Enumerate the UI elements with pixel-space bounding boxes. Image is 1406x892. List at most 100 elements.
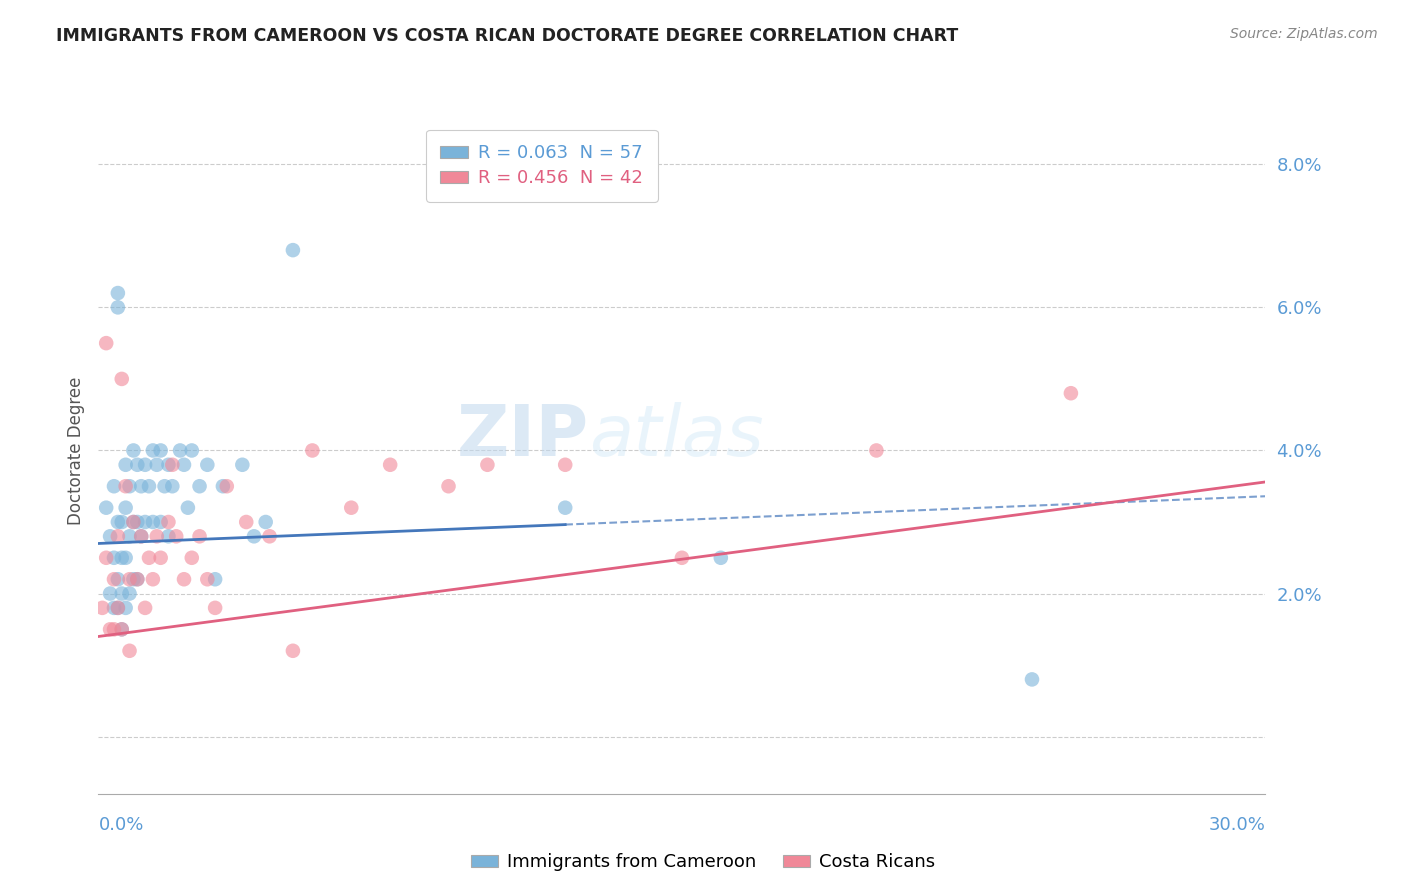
Text: 0.0%: 0.0% xyxy=(98,816,143,834)
Point xyxy=(301,443,323,458)
Point xyxy=(98,623,121,637)
Point xyxy=(111,372,134,386)
Point xyxy=(96,336,118,351)
Text: 30.0%: 30.0% xyxy=(1209,816,1265,834)
Point xyxy=(437,479,460,493)
Point xyxy=(107,529,129,543)
Point xyxy=(114,458,136,472)
Point xyxy=(142,572,165,586)
Point xyxy=(122,515,145,529)
Point xyxy=(243,529,266,543)
Text: Source: ZipAtlas.com: Source: ZipAtlas.com xyxy=(1230,27,1378,41)
Point xyxy=(107,572,129,586)
Point xyxy=(710,550,733,565)
Point xyxy=(142,443,165,458)
Point xyxy=(235,515,257,529)
Point xyxy=(127,572,149,586)
Point xyxy=(146,529,169,543)
Point xyxy=(122,572,145,586)
Point xyxy=(122,443,145,458)
Point xyxy=(180,550,202,565)
Point xyxy=(114,600,136,615)
Point xyxy=(340,500,363,515)
Point xyxy=(157,515,180,529)
Point xyxy=(231,458,253,472)
Point xyxy=(118,586,141,600)
Point xyxy=(281,644,304,658)
Point xyxy=(103,572,125,586)
Point xyxy=(554,500,576,515)
Point xyxy=(173,572,195,586)
Point xyxy=(98,586,121,600)
Point xyxy=(103,550,125,565)
Point xyxy=(91,600,114,615)
Point xyxy=(122,515,145,529)
Point xyxy=(254,515,277,529)
Point xyxy=(477,458,499,472)
Point xyxy=(378,458,402,472)
Text: atlas: atlas xyxy=(589,402,763,471)
Point xyxy=(149,443,172,458)
Point xyxy=(111,623,134,637)
Point xyxy=(195,458,218,472)
Point xyxy=(204,572,226,586)
Point xyxy=(107,301,129,315)
Point xyxy=(129,529,152,543)
Point xyxy=(173,458,195,472)
Point xyxy=(180,443,202,458)
Point xyxy=(138,479,160,493)
Point xyxy=(111,550,134,565)
Point xyxy=(114,479,136,493)
Point xyxy=(107,600,129,615)
Point xyxy=(865,443,887,458)
Point xyxy=(129,529,152,543)
Point xyxy=(111,623,134,637)
Point xyxy=(142,515,165,529)
Point xyxy=(671,550,693,565)
Point xyxy=(149,515,172,529)
Point xyxy=(259,529,281,543)
Text: IMMIGRANTS FROM CAMEROON VS COSTA RICAN DOCTORATE DEGREE CORRELATION CHART: IMMIGRANTS FROM CAMEROON VS COSTA RICAN … xyxy=(56,27,959,45)
Point xyxy=(114,550,136,565)
Point xyxy=(134,458,156,472)
Point xyxy=(212,479,235,493)
Point xyxy=(162,458,184,472)
Point xyxy=(107,515,129,529)
Point xyxy=(188,529,211,543)
Point xyxy=(149,550,172,565)
Legend: R = 0.063  N = 57, R = 0.456  N = 42: R = 0.063 N = 57, R = 0.456 N = 42 xyxy=(426,130,658,202)
Point xyxy=(188,479,211,493)
Point xyxy=(169,443,191,458)
Point xyxy=(204,600,226,615)
Point xyxy=(215,479,238,493)
Legend: Immigrants from Cameroon, Costa Ricans: Immigrants from Cameroon, Costa Ricans xyxy=(464,847,942,879)
Point xyxy=(98,529,121,543)
Point xyxy=(103,623,125,637)
Point xyxy=(281,243,304,257)
Point xyxy=(103,600,125,615)
Point xyxy=(107,286,129,301)
Point xyxy=(118,572,141,586)
Point xyxy=(195,572,218,586)
Point xyxy=(96,500,118,515)
Point xyxy=(129,479,152,493)
Point xyxy=(107,600,129,615)
Point xyxy=(118,479,141,493)
Point xyxy=(103,479,125,493)
Point xyxy=(114,500,136,515)
Point xyxy=(1021,673,1043,687)
Point xyxy=(111,515,134,529)
Point xyxy=(554,458,576,472)
Point xyxy=(138,550,160,565)
Point xyxy=(157,458,180,472)
Point xyxy=(127,515,149,529)
Point xyxy=(127,458,149,472)
Point xyxy=(118,529,141,543)
Point xyxy=(127,572,149,586)
Point xyxy=(146,458,169,472)
Point xyxy=(118,644,141,658)
Text: ZIP: ZIP xyxy=(457,402,589,471)
Point xyxy=(134,515,156,529)
Point xyxy=(157,529,180,543)
Point xyxy=(162,479,184,493)
